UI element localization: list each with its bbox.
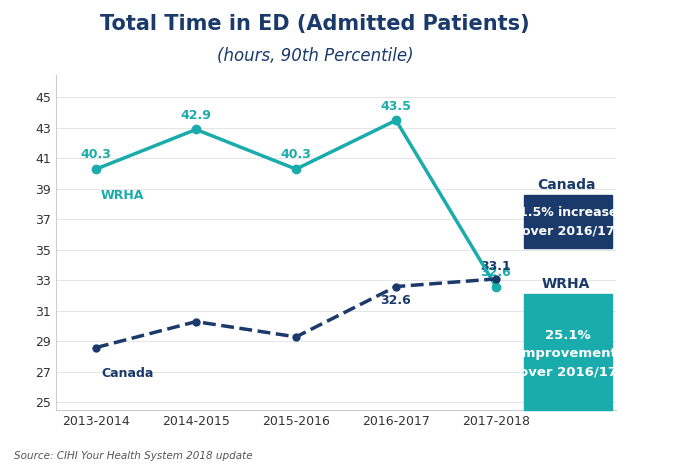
Text: 43.5: 43.5 bbox=[381, 100, 412, 113]
Text: 32.6: 32.6 bbox=[481, 266, 512, 279]
FancyBboxPatch shape bbox=[524, 195, 612, 248]
Text: 32.6: 32.6 bbox=[381, 294, 412, 307]
Text: WRHA: WRHA bbox=[101, 189, 144, 202]
Text: Canada: Canada bbox=[537, 178, 595, 192]
Text: 40.3: 40.3 bbox=[281, 149, 312, 162]
Text: (hours, 90th Percentile): (hours, 90th Percentile) bbox=[217, 47, 413, 65]
FancyBboxPatch shape bbox=[524, 294, 612, 410]
Text: 33.1: 33.1 bbox=[481, 260, 512, 273]
Text: WRHA: WRHA bbox=[542, 277, 590, 291]
Text: 42.9: 42.9 bbox=[181, 109, 211, 122]
Text: Total Time in ED (Admitted Patients): Total Time in ED (Admitted Patients) bbox=[100, 14, 530, 34]
Text: 1.5% increase
over 2016/17: 1.5% increase over 2016/17 bbox=[519, 206, 617, 237]
Text: Source: CIHI Your Health System 2018 update: Source: CIHI Your Health System 2018 upd… bbox=[14, 452, 253, 461]
Title: Total Time in ED (Admitted Patients)
(hours, 90th Percentile): Total Time in ED (Admitted Patients) (ho… bbox=[323, 63, 349, 67]
Text: Canada: Canada bbox=[101, 367, 153, 380]
Text: 25.1%
improvement
over 2016/17: 25.1% improvement over 2016/17 bbox=[518, 329, 618, 378]
Text: 40.3: 40.3 bbox=[80, 149, 111, 162]
